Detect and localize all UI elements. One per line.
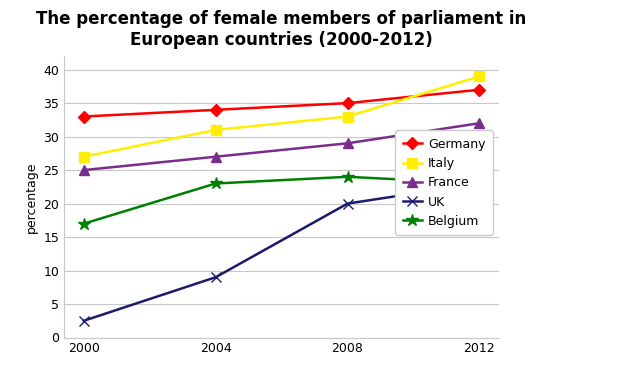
Line: Italy: Italy (79, 72, 484, 162)
Line: Belgium: Belgium (77, 171, 486, 230)
Germany (476, 87, 483, 92)
Italy (344, 114, 351, 119)
Belgium (80, 221, 88, 226)
Italy (476, 74, 483, 79)
Line: Germany: Germany (79, 86, 484, 121)
Germany (212, 108, 220, 112)
Y-axis label: percentage: percentage (25, 161, 38, 232)
France (80, 168, 88, 172)
Title: The percentage of female members of parliament in
European countries (2000-2012): The percentage of female members of parl… (36, 10, 527, 49)
Legend: Germany, Italy, France, UK, Belgium: Germany, Italy, France, UK, Belgium (396, 130, 493, 236)
France (212, 154, 220, 159)
Belgium (344, 174, 351, 179)
UK (212, 275, 220, 279)
Germany (344, 101, 351, 105)
UK (80, 318, 88, 323)
Germany (80, 114, 88, 119)
Line: UK: UK (79, 178, 484, 326)
France (344, 141, 351, 146)
UK (476, 181, 483, 186)
Belgium (212, 181, 220, 186)
Italy (212, 128, 220, 132)
Line: France: France (79, 118, 484, 175)
Italy (80, 154, 88, 159)
UK (344, 201, 351, 206)
France (476, 121, 483, 126)
Belgium (476, 181, 483, 186)
